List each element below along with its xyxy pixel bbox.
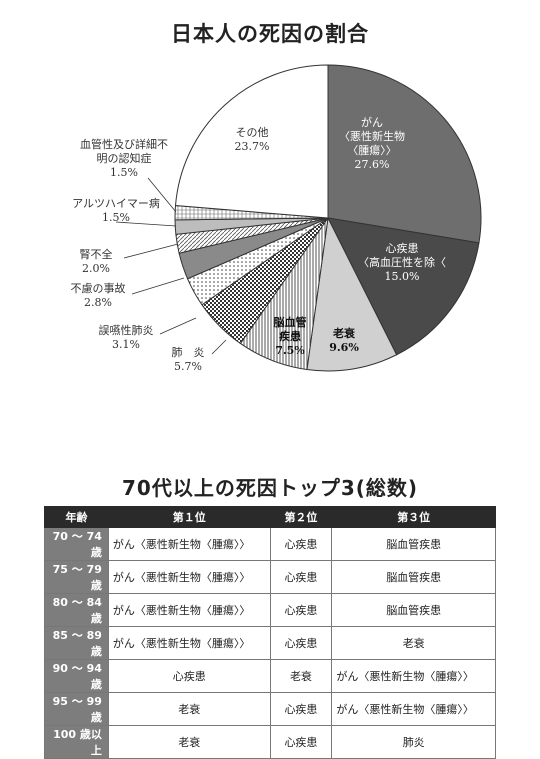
- pie-slice: [174, 64, 329, 219]
- header-rank-2: 第２位: [269, 506, 333, 528]
- leader-line: [211, 339, 227, 355]
- age-cell: 75 〜 79 歳: [44, 560, 109, 594]
- rank-1-cell: がん〈悪性新生物〈腫瘍〉〉: [107, 560, 271, 594]
- table-row: 90 〜 94 歳心疾患 老衰 がん〈悪性新生物〈腫瘍〉〉: [44, 659, 496, 693]
- rank-1-cell: がん〈悪性新生物〈腫瘍〉〉: [107, 593, 271, 627]
- rank-3-cell: 脳血管疾患: [331, 527, 496, 561]
- slice-label: 血管性及び詳細不明の認知症 1.5%: [80, 137, 168, 179]
- table-row: 75 〜 79 歳がん〈悪性新生物〈腫瘍〉〉 心疾患 脳血管疾患: [44, 560, 496, 594]
- rank-1-cell: 老衰: [107, 725, 271, 759]
- rank-2-cell: 心疾患: [269, 593, 333, 627]
- slice-label: アルツハイマー病 1.5%: [72, 196, 160, 224]
- rank-1-cell: がん〈悪性新生物〈腫瘍〉〉: [107, 626, 271, 660]
- age-cell: 90 〜 94 歳: [44, 659, 109, 693]
- rank-2-cell: 心疾患: [269, 692, 333, 726]
- header-rank-1: 第１位: [107, 506, 271, 528]
- slice-label: 腎不全 2.0%: [80, 247, 113, 275]
- age-cell: 95 〜 99 歳: [44, 692, 109, 726]
- rank-3-cell: がん〈悪性新生物〈腫瘍〉〉: [331, 659, 496, 693]
- rank-3-cell: がん〈悪性新生物〈腫瘍〉〉: [331, 692, 496, 726]
- causes-table: 年齢 第１位 第２位 第３位 70 〜 74 歳がん〈悪性新生物〈腫瘍〉〉 心疾患…: [44, 506, 496, 759]
- header-rank-3: 第３位: [331, 506, 496, 528]
- slice-label: 老衰 9.6%: [329, 326, 359, 354]
- rank-2-cell: 老衰: [269, 659, 333, 693]
- leader-line: [115, 221, 177, 227]
- slice-label: がん〈悪性新生物〈腫瘍〉〉 27.6%: [339, 115, 405, 171]
- slice-label: 誤嚥性肺炎 3.1%: [99, 323, 154, 351]
- age-cell: 70 〜 74 歳: [44, 527, 109, 561]
- table-row: 80 〜 84 歳がん〈悪性新生物〈腫瘍〉〉 心疾患 脳血管疾患: [44, 593, 496, 627]
- table-row: 95 〜 99 歳老衰 心疾患 がん〈悪性新生物〈腫瘍〉〉: [44, 692, 496, 726]
- age-cell: 80 〜 84 歳: [44, 593, 109, 627]
- slice-label: 脳血管疾患 7.5%: [274, 315, 307, 357]
- rank-3-cell: 脳血管疾患: [331, 593, 496, 627]
- pie-slice: [327, 217, 480, 356]
- slice-label: 不慮の事故 2.8%: [71, 281, 126, 309]
- table-title: 70代以上の死因トップ3(総数): [121, 476, 419, 500]
- rank-2-cell: 心疾患: [269, 725, 333, 759]
- pie-chart-title: 日本人の死因の割合: [171, 22, 369, 46]
- leader-line: [123, 243, 179, 259]
- age-cell: 100 歳以上: [44, 725, 109, 759]
- leader-line: [131, 277, 185, 295]
- rank-2-cell: 心疾患: [269, 560, 333, 594]
- table-row: 100 歳以上 老衰 心疾患 肺炎: [44, 725, 496, 759]
- leader-line: [147, 177, 177, 213]
- header-age: 年齢: [44, 506, 109, 528]
- rank-2-cell: 心疾患: [269, 527, 333, 561]
- rank-2-cell: 心疾患: [269, 626, 333, 660]
- table-row: 70 〜 74 歳がん〈悪性新生物〈腫瘍〉〉 心疾患 脳血管疾患: [44, 527, 496, 561]
- pie-chart: がん〈悪性新生物〈腫瘍〉〉 27.6% 心疾患〈高血圧性を除〈 15.0% 老衰 9.6%…: [71, 64, 482, 373]
- rank-3-cell: 肺炎: [331, 725, 496, 759]
- age-cell: 85 〜 89 歳: [44, 626, 109, 660]
- rank-3-cell: 老衰: [331, 626, 496, 660]
- slice-label: その他 23.7%: [235, 126, 270, 153]
- slice-label: 心疾患〈高血圧性を除〈 15.0%: [358, 241, 446, 283]
- leader-line: [159, 317, 197, 335]
- pie-slice: [306, 216, 398, 372]
- table-row: 85 〜 89 歳がん〈悪性新生物〈腫瘍〉〉 心疾患 老衰: [44, 626, 496, 660]
- slice-label: 肺 炎 5.7%: [172, 346, 205, 373]
- rank-1-cell: がん〈悪性新生物〈腫瘍〉〉: [107, 527, 271, 561]
- pie-slice: [327, 64, 482, 244]
- rank-1-cell: 心疾患: [107, 659, 271, 693]
- table-header-row: 年齢 第１位 第２位 第３位: [44, 506, 496, 528]
- rank-3-cell: 脳血管疾患: [331, 560, 496, 594]
- rank-1-cell: 老衰: [107, 692, 271, 726]
